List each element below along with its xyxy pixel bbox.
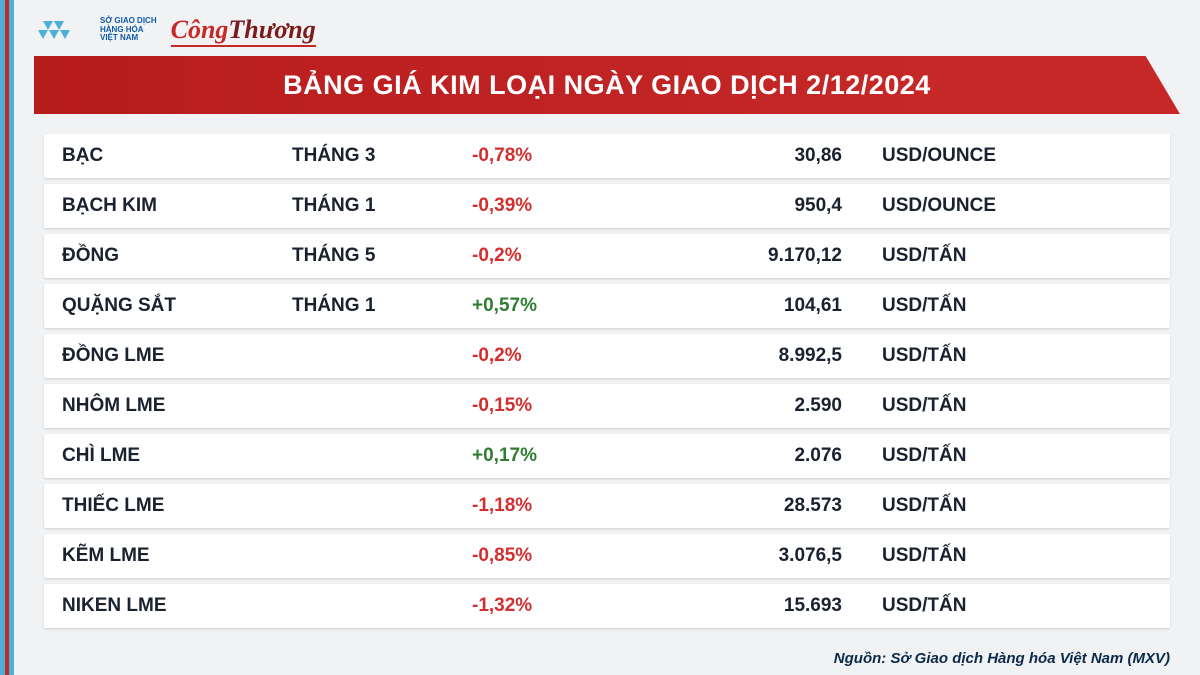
metal-name: ĐỒNG — [62, 245, 292, 267]
price-table: BẠCTHÁNG 3-0,78%30,86USD/OUNCEBẠCH KIMTH… — [34, 134, 1180, 644]
logo-bar: SỞ GIAO DỊCH HÀNG HÓA VIỆT NAM CôngThươn… — [34, 10, 1180, 50]
price-unit: USD/TẤN — [882, 345, 1152, 367]
table-row: NIKEN LME -1,32%15.693USD/TẤN — [44, 584, 1170, 628]
price-value: 104,61 — [652, 295, 882, 317]
metal-name: KẼM LME — [62, 545, 292, 567]
price-unit: USD/OUNCE — [882, 145, 1152, 167]
price-change: +0,57% — [472, 295, 652, 317]
contract-month: THÁNG 3 — [292, 145, 472, 167]
price-unit: USD/TẤN — [882, 395, 1152, 417]
price-change: -0,78% — [472, 145, 652, 167]
price-unit: USD/TẤN — [882, 595, 1152, 617]
price-change: -0,2% — [472, 245, 652, 267]
price-unit: USD/TẤN — [882, 445, 1152, 467]
price-change: -0,15% — [472, 395, 652, 417]
price-value: 2.076 — [652, 445, 882, 467]
price-value: 9.170,12 — [652, 245, 882, 267]
price-value: 30,86 — [652, 145, 882, 167]
table-row: ĐỒNG LME -0,2%8.992,5USD/TẤN — [44, 334, 1170, 378]
table-row: QUẶNG SẮTTHÁNG 1+0,57%104,61USD/TẤN — [44, 284, 1170, 328]
price-unit: USD/TẤN — [882, 295, 1152, 317]
metal-name: CHÌ LME — [62, 445, 292, 467]
price-change: -1,32% — [472, 595, 652, 617]
price-unit: USD/OUNCE — [882, 195, 1152, 217]
table-row: ĐỒNGTHÁNG 5-0,2%9.170,12USD/TẤN — [44, 234, 1170, 278]
price-change: -0,2% — [472, 345, 652, 367]
table-row: BẠCH KIMTHÁNG 1-0,39%950,4USD/OUNCE — [44, 184, 1170, 228]
congthuong-logo: CôngThương — [171, 15, 316, 45]
price-unit: USD/TẤN — [882, 545, 1152, 567]
table-row: CHÌ LME +0,17%2.076USD/TẤN — [44, 434, 1170, 478]
table-row: THIẾC LME -1,18%28.573USD/TẤN — [44, 484, 1170, 528]
price-unit: USD/TẤN — [882, 495, 1152, 517]
metal-name: THIẾC LME — [62, 495, 292, 517]
title-banner: BẢNG GIÁ KIM LOẠI NGÀY GIAO DỊCH 2/12/20… — [34, 56, 1180, 114]
price-value: 8.992,5 — [652, 345, 882, 367]
mxv-logo: SỞ GIAO DỊCH HÀNG HÓA VIỆT NAM — [34, 17, 157, 43]
price-value: 15.693 — [652, 595, 882, 617]
metal-name: BẠC — [62, 145, 292, 167]
price-unit: USD/TẤN — [882, 245, 1152, 267]
metal-name: QUẶNG SẮT — [62, 295, 292, 317]
metal-name: ĐỒNG LME — [62, 345, 292, 367]
table-row: NHÔM LME -0,15%2.590USD/TẤN — [44, 384, 1170, 428]
price-change: -0,39% — [472, 195, 652, 217]
source-line: Nguồn: Sở Giao dịch Hàng hóa Việt Nam (M… — [34, 644, 1180, 667]
table-row: BẠCTHÁNG 3-0,78%30,86USD/OUNCE — [44, 134, 1170, 178]
metal-name: BẠCH KIM — [62, 195, 292, 217]
mxv-text: SỞ GIAO DỊCH HÀNG HÓA VIỆT NAM — [100, 17, 157, 43]
mxv-mark-icon — [34, 17, 94, 43]
price-change: +0,17% — [472, 445, 652, 467]
contract-month: THÁNG 1 — [292, 195, 472, 217]
contract-month: THÁNG 5 — [292, 245, 472, 267]
table-row: KẼM LME -0,85%3.076,5USD/TẤN — [44, 534, 1170, 578]
page: SỞ GIAO DỊCH HÀNG HÓA VIỆT NAM CôngThươn… — [14, 0, 1200, 675]
price-change: -1,18% — [472, 495, 652, 517]
metal-name: NIKEN LME — [62, 595, 292, 617]
price-value: 28.573 — [652, 495, 882, 517]
left-accent-bars — [0, 0, 14, 675]
price-value: 2.590 — [652, 395, 882, 417]
title-text: BẢNG GIÁ KIM LOẠI NGÀY GIAO DỊCH 2/12/20… — [34, 56, 1180, 114]
metal-name: NHÔM LME — [62, 395, 292, 417]
price-change: -0,85% — [472, 545, 652, 567]
price-value: 950,4 — [652, 195, 882, 217]
price-value: 3.076,5 — [652, 545, 882, 567]
contract-month: THÁNG 1 — [292, 295, 472, 317]
